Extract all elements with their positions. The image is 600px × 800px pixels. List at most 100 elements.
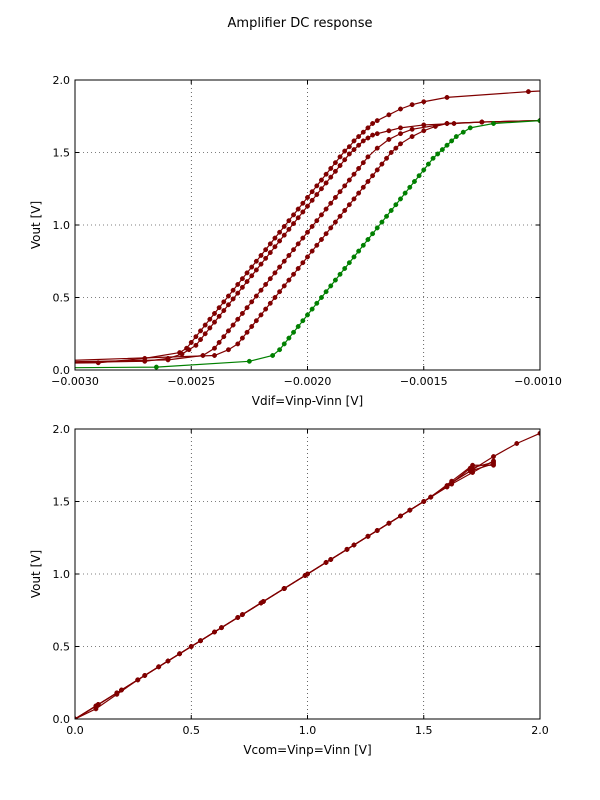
data-point	[272, 235, 278, 241]
data-point	[386, 128, 392, 134]
data-point	[407, 184, 413, 190]
data-point	[309, 224, 315, 229]
data-point	[235, 316, 241, 322]
data-point	[272, 244, 278, 250]
chart-vcom-response: 0.0 0.5 1.0 1.5 2.0 0.0 0.5 1.0 1.5 2.0 Vcom=Vinp=…	[29, 423, 549, 757]
data-point	[114, 691, 120, 697]
data-point	[444, 94, 450, 100]
data-point	[479, 119, 485, 125]
data-point	[193, 334, 199, 340]
data-point	[226, 347, 231, 353]
x-tick-label: −0.0025	[167, 375, 215, 388]
data-point	[351, 254, 357, 260]
data-point	[291, 247, 296, 253]
data-point	[286, 335, 292, 341]
data-point	[332, 277, 338, 283]
y-tick-label: 0.5	[53, 292, 71, 305]
data-point	[305, 203, 310, 209]
data-point	[239, 311, 245, 316]
data-point	[346, 177, 352, 183]
y-tick-label: 2.0	[53, 423, 71, 436]
data-point	[272, 295, 278, 300]
data-point	[216, 340, 222, 345]
data-point	[384, 155, 389, 161]
data-point	[386, 137, 392, 142]
data-point	[370, 231, 376, 237]
data-point	[332, 219, 338, 225]
data-point	[435, 151, 441, 157]
data-point	[356, 248, 362, 254]
data-point	[277, 264, 283, 270]
data-point	[230, 322, 236, 328]
data-point	[249, 324, 255, 329]
data-point	[239, 276, 245, 282]
data-point	[402, 190, 408, 196]
data-point	[525, 89, 531, 95]
series-group	[75, 89, 540, 370]
data-point	[370, 173, 376, 179]
x-tick-label: −0.0030	[51, 375, 99, 388]
data-point	[198, 638, 204, 644]
data-point	[226, 293, 231, 299]
data-point	[281, 341, 287, 347]
data-point	[342, 266, 348, 271]
data-point	[319, 212, 324, 218]
data-point	[193, 342, 199, 348]
data-point	[216, 313, 222, 319]
series-group	[75, 430, 540, 719]
data-point	[337, 163, 343, 169]
data-point	[342, 157, 348, 163]
data-point	[286, 277, 292, 283]
data-point	[202, 331, 208, 337]
data-point	[309, 189, 315, 195]
data-point	[470, 462, 476, 468]
data-point	[267, 276, 273, 282]
data-point	[332, 168, 338, 174]
data-point	[249, 264, 255, 270]
data-point	[342, 183, 348, 189]
data-point	[491, 121, 496, 126]
data-point	[216, 305, 222, 311]
data-point	[398, 125, 403, 131]
data-point	[328, 225, 334, 231]
data-point	[263, 306, 269, 312]
data-point	[314, 218, 320, 224]
data-point	[135, 677, 141, 683]
data-point	[239, 612, 245, 618]
data-point	[407, 507, 413, 513]
data-point	[319, 295, 324, 300]
x-tick-label: −0.0015	[400, 375, 448, 388]
data-point	[258, 287, 264, 293]
data-point	[295, 324, 301, 329]
data-point	[388, 150, 394, 155]
data-point	[374, 118, 380, 124]
data-point	[258, 312, 264, 318]
data-point	[314, 300, 320, 306]
data-point	[263, 255, 269, 261]
data-point	[277, 289, 283, 295]
data-point	[263, 282, 269, 287]
data-point	[323, 559, 329, 565]
data-point	[360, 242, 366, 248]
data-point	[388, 208, 394, 213]
data-point	[444, 121, 450, 126]
data-point	[365, 533, 371, 539]
data-point	[365, 125, 371, 131]
data-point	[416, 173, 422, 179]
data-point	[328, 174, 334, 180]
data-point	[491, 462, 496, 468]
data-point	[177, 651, 183, 657]
y-tick-label: 1.5	[53, 147, 71, 160]
data-point	[332, 160, 338, 166]
data-point	[332, 195, 338, 200]
data-point	[351, 138, 357, 144]
data-point	[281, 232, 287, 238]
data-point	[323, 206, 329, 212]
data-point	[365, 179, 371, 184]
data-point	[221, 334, 227, 340]
data-point	[374, 131, 380, 137]
data-point	[356, 166, 362, 171]
data-point	[277, 238, 283, 244]
